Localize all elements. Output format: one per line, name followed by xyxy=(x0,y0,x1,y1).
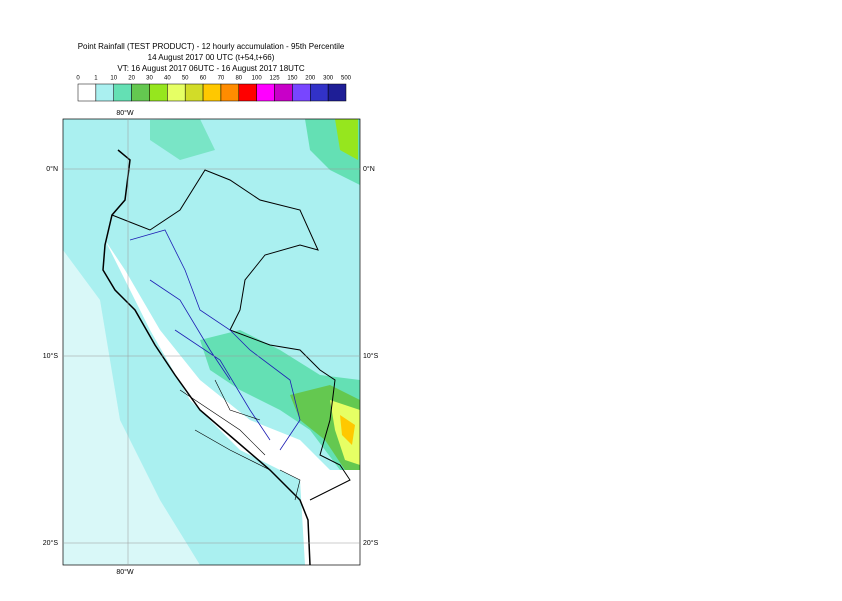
dry-sea xyxy=(63,250,200,565)
rain-60 xyxy=(340,415,355,445)
title-line: 14 August 2017 00 UTC (t+54,t+66) xyxy=(148,53,275,62)
legend-label: 300 xyxy=(323,76,334,82)
rain-10 xyxy=(150,119,215,160)
legend-label: 40 xyxy=(164,76,171,82)
rain-30 xyxy=(335,119,358,160)
legend-swatch xyxy=(202,83,222,102)
legend-label: 200 xyxy=(305,76,316,82)
regions xyxy=(129,229,301,451)
legend-swatch xyxy=(238,83,257,102)
legend-label: 50 xyxy=(182,76,189,82)
legend-swatch xyxy=(95,83,114,102)
legend-label: 70 xyxy=(218,76,225,82)
lat-label: 0°N xyxy=(46,165,58,173)
graticule: 80°W 80°W 0°N 0°N 10°S 10°S 20°S 20°S xyxy=(43,109,379,576)
lat-label: 10°S xyxy=(43,352,59,360)
border xyxy=(111,169,351,501)
regions xyxy=(179,379,301,501)
legend-label: 20 xyxy=(128,76,135,82)
legend-swatch xyxy=(274,83,293,102)
legend-label: 100 xyxy=(252,76,263,82)
title-line: Point Rainfall (TEST PRODUCT) - 12 hourl… xyxy=(78,42,345,51)
map-frame xyxy=(62,118,361,566)
lat-label: 0°N xyxy=(363,165,375,173)
lat-label: 10°S xyxy=(363,352,379,360)
dry-land xyxy=(105,240,360,565)
legend-swatch xyxy=(256,83,275,102)
legend-label: 150 xyxy=(287,76,298,82)
legend-label: 30 xyxy=(146,76,153,82)
title-line: VT: 16 August 2017 06UTC - 16 August 201… xyxy=(117,64,304,73)
legend-swatch xyxy=(220,83,240,102)
legend-swatch xyxy=(149,83,168,102)
legend-swatch xyxy=(292,83,311,102)
legend-swatch xyxy=(327,83,347,102)
legend-label: 1 xyxy=(94,76,98,82)
legend-label: 125 xyxy=(270,76,281,82)
lat-label: 20°S xyxy=(43,539,59,547)
legend-swatch xyxy=(131,83,150,102)
map-area xyxy=(63,119,360,565)
legend-swatch xyxy=(167,83,186,102)
coastline xyxy=(102,149,311,565)
legend-swatch xyxy=(310,83,329,102)
lon-label: 80°W xyxy=(116,109,134,117)
legend-swatch xyxy=(77,83,97,102)
legend-label: 0 xyxy=(76,76,80,82)
legend-label: 60 xyxy=(200,76,207,82)
lon-label: 80°W xyxy=(116,568,134,576)
legend-label: 10 xyxy=(110,76,117,82)
lat-label: 20°S xyxy=(363,539,379,547)
legend: 0 1 10 20 30 40 50 60 70 80 100 125 150 200 300 500 xyxy=(76,76,352,102)
legend-label: 80 xyxy=(235,76,242,82)
legend-swatch xyxy=(113,83,132,102)
legend-label: 500 xyxy=(341,76,352,82)
legend-swatch xyxy=(184,83,204,102)
